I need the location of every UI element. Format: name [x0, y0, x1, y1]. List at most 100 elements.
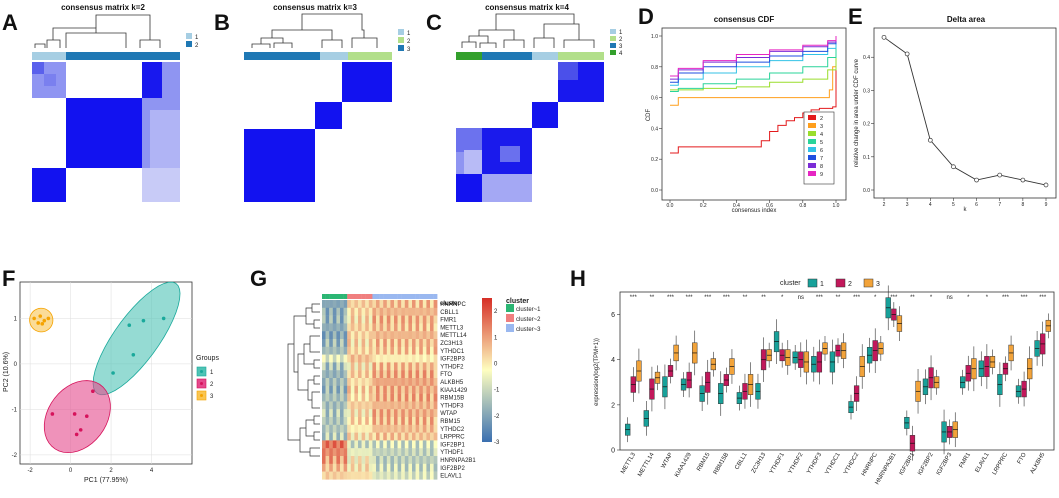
legend-label: 1	[619, 30, 623, 36]
heatmap-cell	[408, 323, 413, 332]
heatmap-cell	[397, 300, 402, 308]
heatmap-cell	[329, 323, 333, 332]
heatmap-cell	[332, 393, 337, 402]
column-annotation-label: cluster	[440, 301, 460, 307]
heatmap-cell	[322, 424, 326, 433]
heatmap-cell	[430, 401, 434, 410]
heatmap-cell	[422, 370, 427, 379]
heatmap-cell	[383, 354, 387, 363]
heatmap-cell	[404, 339, 409, 347]
heatmap-cell	[322, 471, 326, 480]
heatmap-cell	[354, 323, 359, 332]
heatmap-cell	[397, 393, 402, 402]
heatmap-cell	[383, 409, 387, 418]
heatmap-cell	[422, 300, 427, 308]
panel-b: B consensus matrix k=3 1 2 3	[214, 3, 411, 202]
heatmap-cell	[376, 378, 380, 386]
y-tick-label: 0.0	[651, 188, 658, 194]
heatmap-cell	[397, 401, 402, 410]
heatmap-cell	[412, 417, 416, 425]
heatmap-cell	[419, 346, 423, 355]
heatmap-cell	[332, 307, 337, 316]
heatmap-cell	[426, 346, 431, 355]
heatmap-cell	[347, 362, 351, 371]
heatmap-cell	[332, 463, 337, 472]
heatmap-cell	[397, 409, 402, 418]
heatmap-cell	[329, 432, 333, 441]
heatmap-cell	[372, 448, 377, 457]
heatmap-cell	[383, 385, 387, 394]
heatmap-cell	[350, 448, 355, 457]
heatmap-cell	[386, 307, 391, 316]
heatmap-cell	[354, 463, 359, 472]
column-cluster-cell	[350, 294, 355, 299]
heatmap-cell	[376, 354, 380, 363]
heatmap-cell	[422, 440, 427, 449]
x-tick-label: 2	[109, 468, 113, 474]
heatmap-cell	[347, 448, 351, 457]
heatmap-cell	[415, 385, 420, 394]
heatmap-cell	[322, 385, 326, 394]
heatmap-cell	[340, 323, 344, 332]
heatmap-cell	[390, 346, 395, 355]
legend-label: 8	[820, 164, 823, 170]
heatmap-cell	[372, 417, 377, 425]
significance-label: *	[781, 295, 784, 301]
heatmap-cell	[368, 315, 373, 324]
heatmap-cell	[343, 378, 348, 386]
heatmap-cell	[422, 354, 427, 363]
heatmap-cell	[412, 393, 416, 402]
heatmap-cell	[376, 456, 380, 464]
heatmap-cell	[383, 315, 387, 324]
heatmap-cell	[325, 370, 330, 379]
column-cluster-cell	[354, 294, 359, 299]
heatmap-cell	[383, 370, 387, 379]
heatmap-cell	[419, 448, 423, 457]
heatmap-cell	[368, 323, 373, 332]
heatmap-cell	[430, 440, 434, 449]
heatmap-cell	[332, 378, 337, 386]
legend-swatch	[610, 36, 616, 41]
heatmap-cell	[354, 440, 359, 449]
heatmap-cell	[347, 401, 351, 410]
heatmap-cell	[433, 339, 438, 347]
heatmap-cell	[322, 362, 326, 371]
heatmap-cell	[397, 448, 402, 457]
heatmap-cell	[322, 409, 326, 418]
heatmap-cell	[415, 401, 420, 410]
delta-area-point	[974, 177, 979, 183]
row-dendrogram	[287, 303, 320, 457]
heatmap-cell	[358, 300, 362, 308]
panel-d: D consensus CDF consensus index CDF 0.0 0…	[638, 4, 847, 214]
heatmap-cell	[322, 315, 326, 324]
heatmap-cell	[322, 448, 326, 457]
x-tick-label: METTL14	[637, 451, 656, 477]
row-label: IGF2BP2	[440, 466, 465, 472]
heatmap-cell	[386, 370, 391, 379]
heatmap-cell	[408, 409, 413, 418]
heatmap-cell	[412, 370, 416, 379]
delta-area-point	[904, 51, 910, 57]
heatmap-cell	[412, 463, 416, 472]
heatmap-cell	[390, 456, 395, 464]
heatmap-cell	[340, 417, 344, 425]
heatmap-cell	[332, 323, 337, 332]
heatmap-cell	[365, 378, 369, 386]
heatmap-cell	[433, 307, 438, 316]
x-tick-label: KIAA1429	[674, 451, 693, 478]
heatmap-cell	[383, 331, 387, 340]
heatmap-cell	[394, 393, 398, 402]
panel-letter: C	[426, 10, 442, 35]
significance-label: ns	[946, 295, 952, 301]
significance-label: ns	[798, 295, 804, 301]
cdf-line-k3	[670, 36, 837, 106]
legend-label: 7	[820, 156, 823, 162]
heatmap-cell	[401, 339, 405, 347]
heatmap-cell	[350, 362, 355, 371]
x-tick-label: YTHDF1	[769, 451, 786, 475]
legend-swatch	[398, 37, 404, 43]
y-axis-label: relative change in area under CDF curve	[854, 58, 860, 167]
heatmap-cell	[329, 440, 333, 449]
heatmap-cell	[325, 323, 330, 332]
heatmap-cell	[379, 323, 384, 332]
